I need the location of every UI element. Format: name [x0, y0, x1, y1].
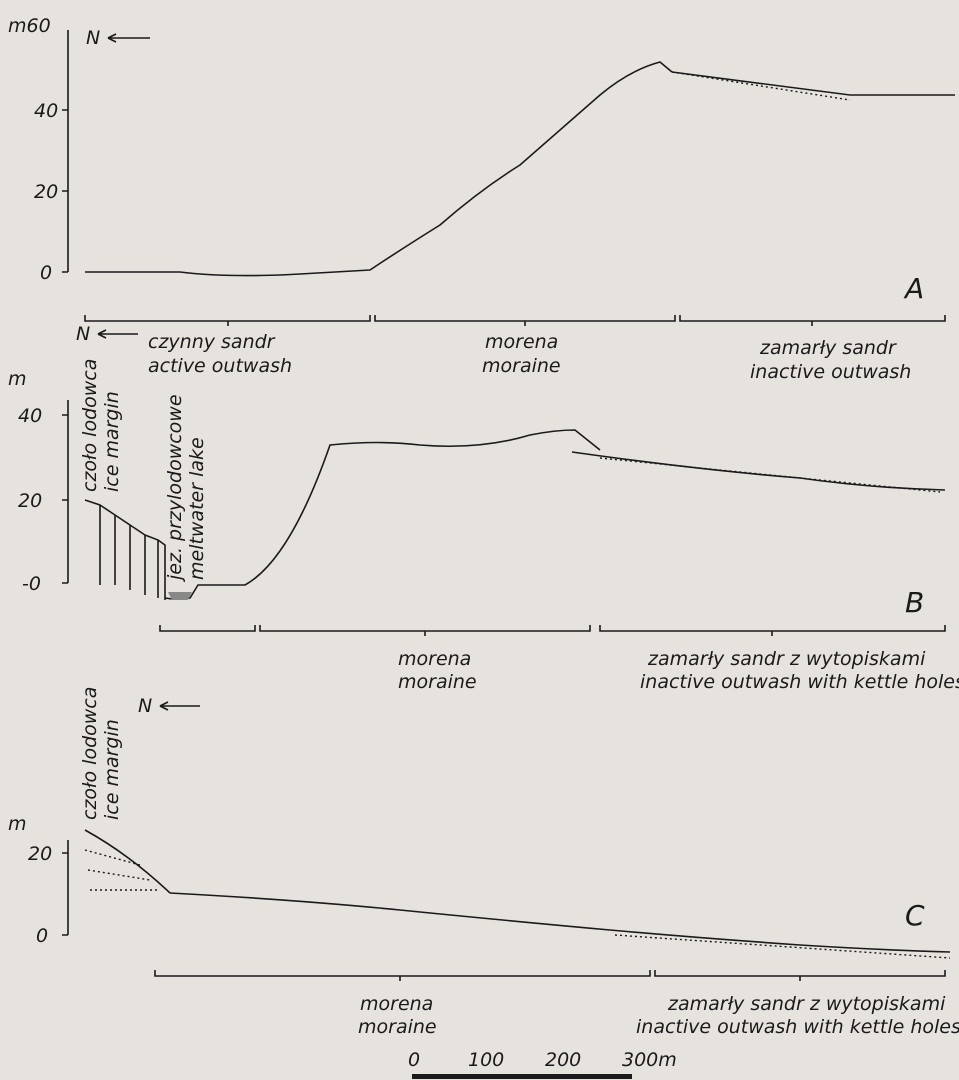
y-unit: m	[8, 813, 27, 835]
zone-pl: morena	[485, 331, 558, 353]
panel-a: m60 40 20 0 N A czynny sandr active outw…	[8, 15, 955, 383]
scale-label: 100	[468, 1049, 504, 1071]
scale-bar: 0 100 200 300m	[408, 1049, 677, 1079]
zone-pl: morena	[360, 993, 433, 1015]
lake-en: meltwater lake	[186, 437, 208, 580]
y-tick: 20	[28, 843, 52, 865]
ice-pl: czoło lodowca	[79, 687, 101, 820]
panel-label: B	[905, 586, 924, 619]
panel-label: A	[903, 272, 924, 305]
panel-label: C	[905, 899, 925, 932]
panel-b: m 40 20 -0 czoło lodowca ice margin jez.…	[8, 359, 959, 717]
zone-en: moraine	[398, 671, 477, 693]
y-tick: 20	[34, 181, 58, 203]
panel-c: m 20 0 czoło lodowca ice margin C morena…	[8, 687, 959, 1038]
zone-pl: zamarły sandr	[759, 337, 897, 359]
y-unit: m60	[8, 15, 51, 37]
zone-pl: morena	[398, 648, 471, 670]
north: N	[86, 27, 100, 49]
zone-en: inactive outwash with kettle holes	[636, 1016, 959, 1038]
ice-pl: czoło lodowca	[79, 359, 101, 492]
zone-en: moraine	[482, 355, 561, 377]
y-tick: -0	[22, 573, 41, 595]
y-tick: 0	[36, 925, 48, 947]
zone-pl: czynny sandr	[148, 331, 276, 353]
zone-en: inactive outwash with kettle holes	[640, 671, 959, 693]
y-tick: 40	[34, 100, 58, 122]
y-unit: m	[8, 368, 27, 390]
scale-label: 0	[408, 1049, 420, 1071]
lake-pl: jez. przylodowcowe	[164, 394, 186, 583]
zone-en: active outwash	[148, 355, 292, 377]
north: N	[76, 323, 90, 345]
diagram: m60 40 20 0 N A czynny sandr active outw…	[0, 0, 959, 1080]
ice-en: ice margin	[101, 719, 123, 820]
zone-pl: zamarły sandr z wytopiskami	[667, 993, 946, 1015]
zone-pl: zamarły sandr z wytopiskami	[647, 648, 926, 670]
zone-en: moraine	[358, 1016, 437, 1038]
y-tick: 40	[18, 405, 42, 427]
north: N	[138, 695, 152, 717]
scale-label: 300m	[622, 1049, 677, 1071]
zone-en: inactive outwash	[750, 361, 911, 383]
y-tick: 20	[18, 490, 42, 512]
ice-en: ice margin	[101, 391, 123, 492]
y-tick: 0	[40, 262, 52, 284]
scale-label: 200	[545, 1049, 581, 1071]
